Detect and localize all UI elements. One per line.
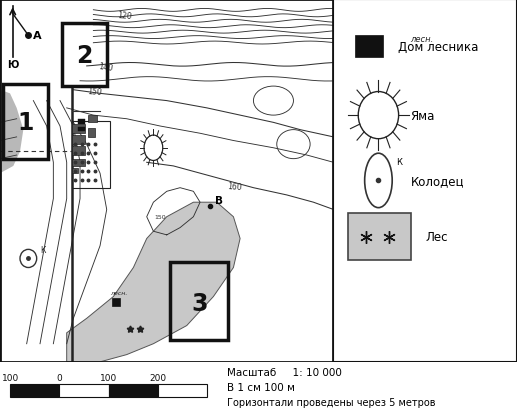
Text: 150: 150	[87, 87, 102, 97]
Text: 150: 150	[154, 215, 166, 220]
Bar	[112, 298, 120, 306]
Bar	[72, 136, 85, 145]
Text: 1: 1	[18, 110, 34, 134]
Bar	[72, 146, 85, 156]
Bar	[109, 384, 158, 397]
Bar	[10, 384, 59, 397]
Text: Яма: Яма	[410, 109, 435, 122]
Bar	[88, 128, 95, 137]
Text: Масштаб     1: 10 000: Масштаб 1: 10 000	[227, 366, 342, 377]
Polygon shape	[0, 90, 23, 174]
Text: 100: 100	[100, 373, 117, 382]
Text: Колодец: Колодец	[410, 175, 464, 187]
Text: 2: 2	[76, 43, 92, 67]
Bar	[170, 263, 229, 340]
Text: В: В	[215, 196, 223, 206]
Bar	[356, 36, 383, 58]
Text: К: К	[40, 245, 45, 254]
Text: С: С	[9, 0, 17, 2]
Text: 100: 100	[2, 373, 19, 382]
Text: Горизонтали проведены через 5 метров: Горизонтали проведены через 5 метров	[227, 397, 436, 407]
Text: лесн.: лесн.	[410, 35, 434, 44]
Bar	[72, 169, 79, 174]
Bar	[158, 384, 207, 397]
Bar	[3, 85, 49, 159]
Text: 3: 3	[191, 291, 208, 315]
Bar	[348, 213, 410, 261]
Polygon shape	[67, 203, 240, 362]
Bar	[59, 384, 109, 397]
Text: В 1 см 100 м: В 1 см 100 м	[227, 382, 295, 392]
Text: 140: 140	[98, 61, 114, 72]
Bar	[72, 121, 110, 188]
Bar	[72, 159, 85, 166]
Bar	[79, 128, 85, 132]
Bar	[62, 24, 107, 87]
Text: А: А	[33, 31, 41, 40]
Text: Лес: Лес	[425, 231, 448, 244]
Text: 120: 120	[117, 11, 132, 21]
Bar	[88, 116, 97, 123]
Text: 0: 0	[56, 373, 63, 382]
Text: лесн.: лесн.	[110, 290, 127, 295]
Text: Дом лесника: Дом лесника	[398, 40, 478, 54]
Bar	[79, 119, 85, 125]
Text: 160: 160	[227, 181, 242, 191]
Bar	[72, 125, 85, 134]
Text: Ю: Ю	[7, 60, 19, 70]
Text: 200: 200	[149, 373, 166, 382]
Text: К: К	[396, 157, 402, 166]
